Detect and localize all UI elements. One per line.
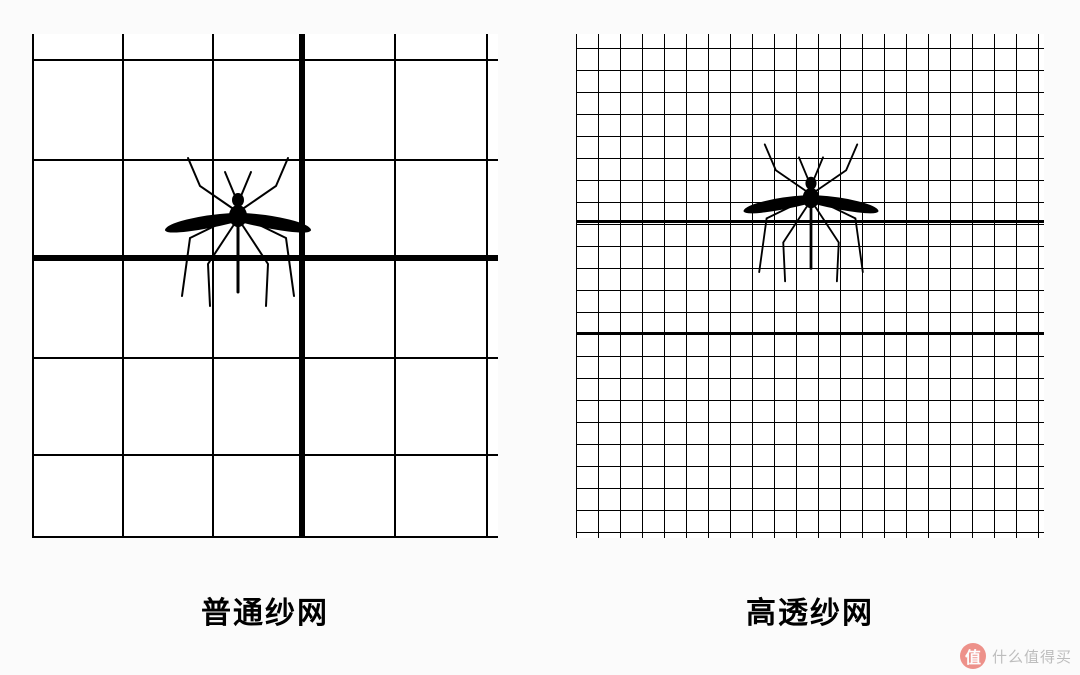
- panel-high-transparency-mesh: [576, 34, 1044, 538]
- grid-line: [576, 532, 1044, 533]
- watermark-badge-icon: 值: [960, 643, 986, 669]
- grid-line: [576, 92, 1044, 93]
- grid-line: [576, 34, 577, 538]
- grid-line: [576, 114, 1044, 115]
- grid-line: [486, 34, 488, 538]
- grid-line: [1016, 34, 1017, 538]
- grid-line: [598, 34, 599, 538]
- grid-line: [32, 454, 498, 456]
- grid-line: [950, 34, 951, 538]
- mosquito-icon: [158, 150, 318, 310]
- grid-line: [884, 34, 885, 538]
- caption-text: 高透纱网: [746, 597, 874, 630]
- grid-line: [906, 34, 907, 538]
- grid-line: [686, 34, 687, 538]
- grid-line: [394, 34, 396, 538]
- caption-text: 普通纱网: [201, 597, 329, 630]
- grid-line: [862, 34, 863, 538]
- grid-line: [576, 290, 1044, 291]
- grid-line: [576, 70, 1044, 71]
- grid-line: [620, 34, 621, 538]
- caption-ordinary: 普通纱网: [32, 588, 498, 632]
- grid-line: [32, 536, 498, 538]
- grid-line: [1038, 34, 1039, 538]
- grid-line: [32, 59, 498, 61]
- grid-line: [576, 488, 1044, 489]
- grid-line: [752, 34, 753, 538]
- grid-line: [730, 34, 731, 538]
- grid-line: [576, 422, 1044, 423]
- grid-line: [122, 34, 124, 538]
- grid-line: [796, 34, 797, 538]
- grid-line: [32, 357, 498, 359]
- grid-line: [774, 34, 775, 538]
- watermark-badge-text: 值: [965, 644, 981, 668]
- grid-line-accent: [576, 332, 1044, 335]
- watermark: 值 什么值得买: [960, 643, 1072, 669]
- grid-line: [840, 34, 841, 538]
- grid-line: [994, 34, 995, 538]
- caption-high-transparency: 高透纱网: [576, 588, 1044, 632]
- grid-line: [576, 312, 1044, 313]
- grid-line: [576, 444, 1044, 445]
- grid-line: [576, 466, 1044, 467]
- grid-line: [32, 34, 34, 538]
- grid-line: [576, 356, 1044, 357]
- grid-line: [928, 34, 929, 538]
- grid-line: [972, 34, 973, 538]
- grid-line: [708, 34, 709, 538]
- mosquito-icon: [737, 137, 885, 285]
- diagram-stage: 普通纱网 高透纱网 值 什么值得买: [0, 0, 1080, 675]
- grid-high-transparency: [576, 34, 1044, 538]
- grid-line: [818, 34, 819, 538]
- grid-line: [576, 400, 1044, 401]
- grid-line: [664, 34, 665, 538]
- grid-line: [576, 378, 1044, 379]
- watermark-text: 什么值得买: [992, 646, 1072, 667]
- grid-line: [642, 34, 643, 538]
- grid-line: [576, 48, 1044, 49]
- grid-line: [576, 510, 1044, 511]
